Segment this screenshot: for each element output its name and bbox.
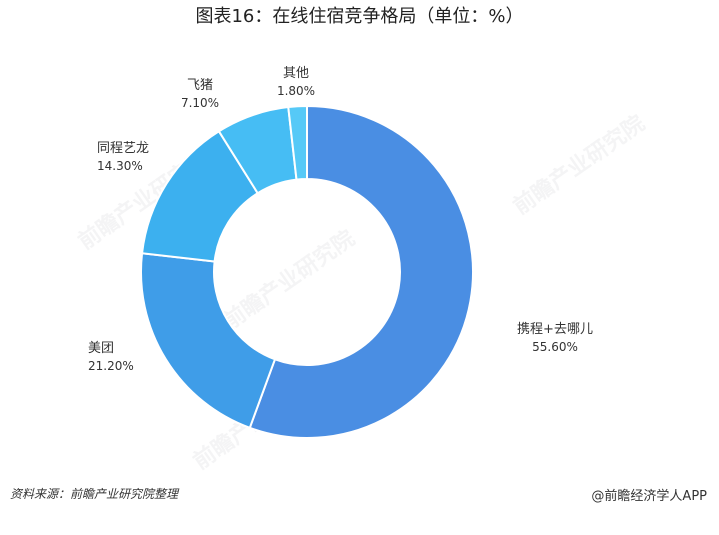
slice-value-label: 55.60% — [532, 340, 578, 354]
donut-slice — [248, 104, 474, 439]
watermark-text: 前瞻产业研究院 — [219, 225, 360, 335]
slice-category-label: 同程艺龙 — [97, 141, 149, 156]
slice-value-label: 1.80% — [277, 84, 315, 98]
slice-value-label: 21.20% — [88, 359, 134, 373]
slice-category-label: 美团 — [88, 341, 114, 356]
slice-value-label: 7.10% — [181, 96, 219, 110]
donut-slice — [140, 252, 277, 430]
slice-category-label: 其他 — [283, 66, 309, 81]
slice-category-label: 飞猪 — [187, 78, 213, 93]
watermark-text: 前瞻产业研究院 — [509, 110, 650, 220]
slice-value-label: 14.30% — [97, 159, 143, 173]
slice-category-label: 携程+去哪儿 — [517, 321, 593, 337]
brand-credit: @前瞻经济学人APP — [591, 489, 707, 504]
donut-slice — [287, 104, 308, 181]
chart-title: 图表16：在线住宿竞争格局（单位：%） — [195, 6, 524, 27]
slice-labels: 携程+去哪儿 55.60% 美团 21.20% 同程艺龙 14.30% 飞猪 7.10% 其他 1… — [88, 66, 593, 373]
donut-slices — [140, 104, 474, 439]
source-note: 资料来源：前瞻产业研究院整理 — [10, 487, 179, 501]
